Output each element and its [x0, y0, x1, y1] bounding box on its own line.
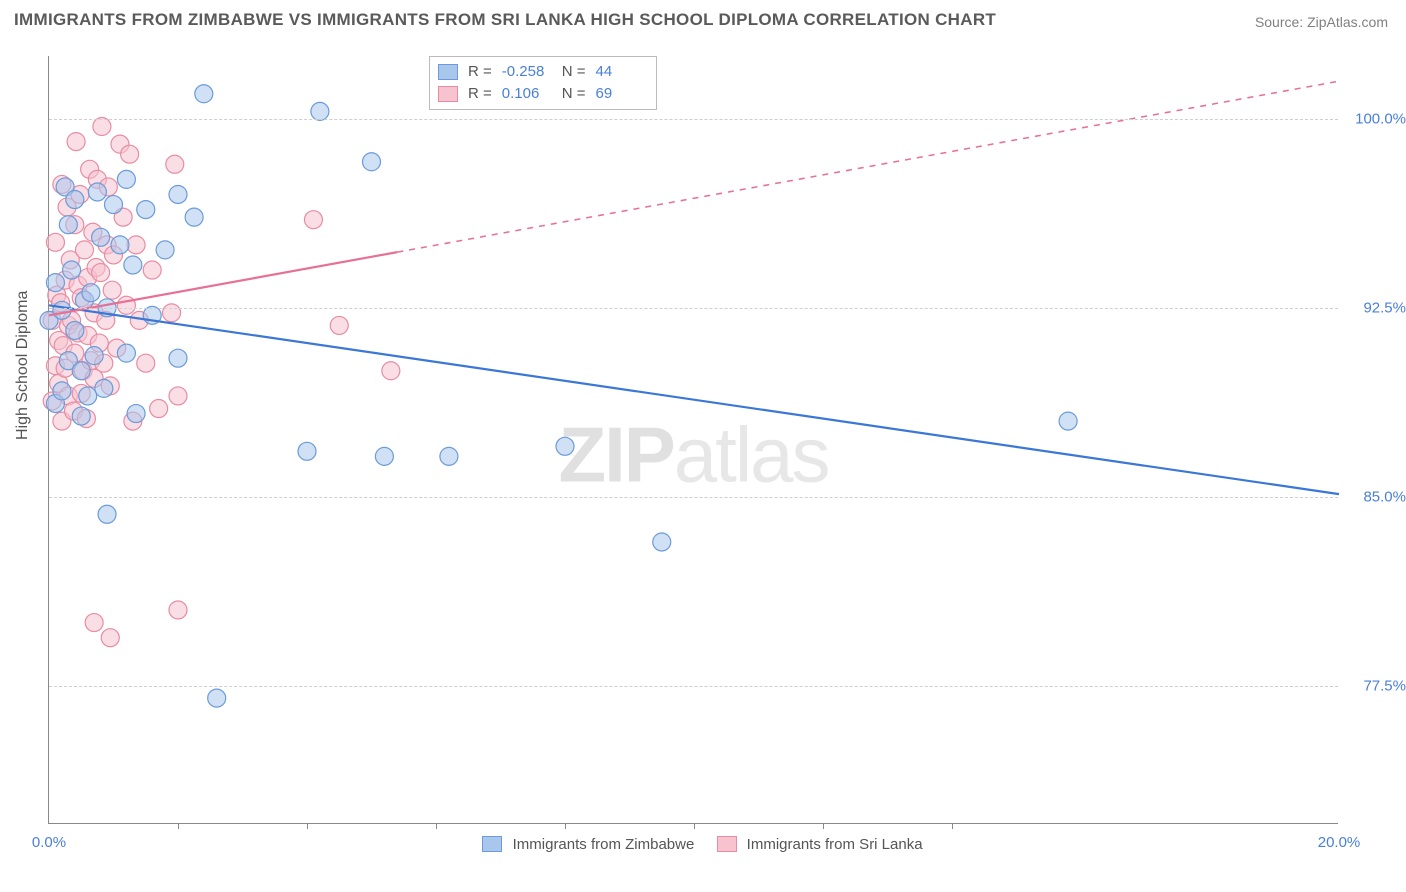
data-point: [143, 261, 161, 279]
chart-title: IMMIGRANTS FROM ZIMBABWE VS IMMIGRANTS F…: [14, 10, 996, 30]
data-point: [82, 284, 100, 302]
y-tick-label: 85.0%: [1346, 488, 1406, 505]
grid-line: [49, 119, 1338, 120]
data-point: [208, 689, 226, 707]
data-point: [375, 447, 393, 465]
data-point: [169, 349, 187, 367]
y-tick-label: 92.5%: [1346, 299, 1406, 316]
x-tick-mark: [178, 823, 179, 829]
data-point: [150, 400, 168, 418]
data-point: [311, 102, 329, 120]
plot-area: ZIPatlas R = -0.258 N = 44 R = 0.106 N =…: [48, 56, 1338, 824]
data-point: [127, 236, 145, 254]
data-point: [127, 405, 145, 423]
data-point: [121, 145, 139, 163]
data-point: [72, 407, 90, 425]
data-point: [93, 118, 111, 136]
x-tick-mark: [952, 823, 953, 829]
swatch-icon: [717, 836, 737, 852]
data-point: [298, 442, 316, 460]
data-point: [101, 629, 119, 647]
trend-line: [49, 305, 1339, 494]
data-point: [163, 304, 181, 322]
data-point: [653, 533, 671, 551]
x-tick-mark: [694, 823, 695, 829]
grid-line: [49, 308, 1338, 309]
data-point: [169, 185, 187, 203]
legend-label: Immigrants from Sri Lanka: [747, 836, 923, 853]
data-point: [95, 379, 113, 397]
x-tick-mark: [823, 823, 824, 829]
data-point: [169, 601, 187, 619]
data-point: [195, 85, 213, 103]
data-point: [66, 321, 84, 339]
grid-line: [49, 497, 1338, 498]
data-point: [59, 216, 77, 234]
x-tick-mark: [307, 823, 308, 829]
data-point: [166, 155, 184, 173]
data-point: [137, 354, 155, 372]
x-tick-label: 20.0%: [1318, 834, 1361, 851]
swatch-icon: [482, 836, 502, 852]
data-point: [46, 233, 64, 251]
data-point: [169, 387, 187, 405]
data-point: [92, 264, 110, 282]
chart-svg: [49, 56, 1338, 823]
data-point: [330, 316, 348, 334]
grid-line: [49, 686, 1338, 687]
data-point: [67, 133, 85, 151]
data-point: [63, 261, 81, 279]
data-point: [92, 228, 110, 246]
data-point: [79, 387, 97, 405]
data-point: [103, 281, 121, 299]
data-point: [363, 153, 381, 171]
y-axis-label: High School Diploma: [14, 291, 32, 440]
data-point: [304, 211, 322, 229]
data-point: [1059, 412, 1077, 430]
data-point: [105, 196, 123, 214]
data-point: [117, 296, 135, 314]
data-point: [46, 274, 64, 292]
y-tick-label: 77.5%: [1346, 677, 1406, 694]
source-label: Source: ZipAtlas.com: [1255, 14, 1388, 30]
data-point: [98, 505, 116, 523]
data-point: [85, 347, 103, 365]
data-point: [117, 170, 135, 188]
data-point: [137, 201, 155, 219]
data-point: [117, 344, 135, 362]
legend-label: Immigrants from Zimbabwe: [513, 836, 695, 853]
data-point: [72, 362, 90, 380]
y-tick-label: 100.0%: [1346, 110, 1406, 127]
data-point: [556, 437, 574, 455]
data-point: [156, 241, 174, 259]
data-point: [53, 301, 71, 319]
data-point: [124, 256, 142, 274]
data-point: [185, 208, 203, 226]
data-point: [53, 382, 71, 400]
data-point: [440, 447, 458, 465]
x-tick-label: 0.0%: [32, 834, 66, 851]
data-point: [85, 614, 103, 632]
legend-bottom: Immigrants from Zimbabwe Immigrants from…: [49, 836, 1338, 853]
data-point: [111, 236, 129, 254]
data-point: [88, 183, 106, 201]
x-tick-mark: [436, 823, 437, 829]
x-tick-mark: [565, 823, 566, 829]
trend-line-extrapolated: [397, 81, 1339, 252]
data-point: [66, 191, 84, 209]
data-point: [382, 362, 400, 380]
data-point: [75, 241, 93, 259]
